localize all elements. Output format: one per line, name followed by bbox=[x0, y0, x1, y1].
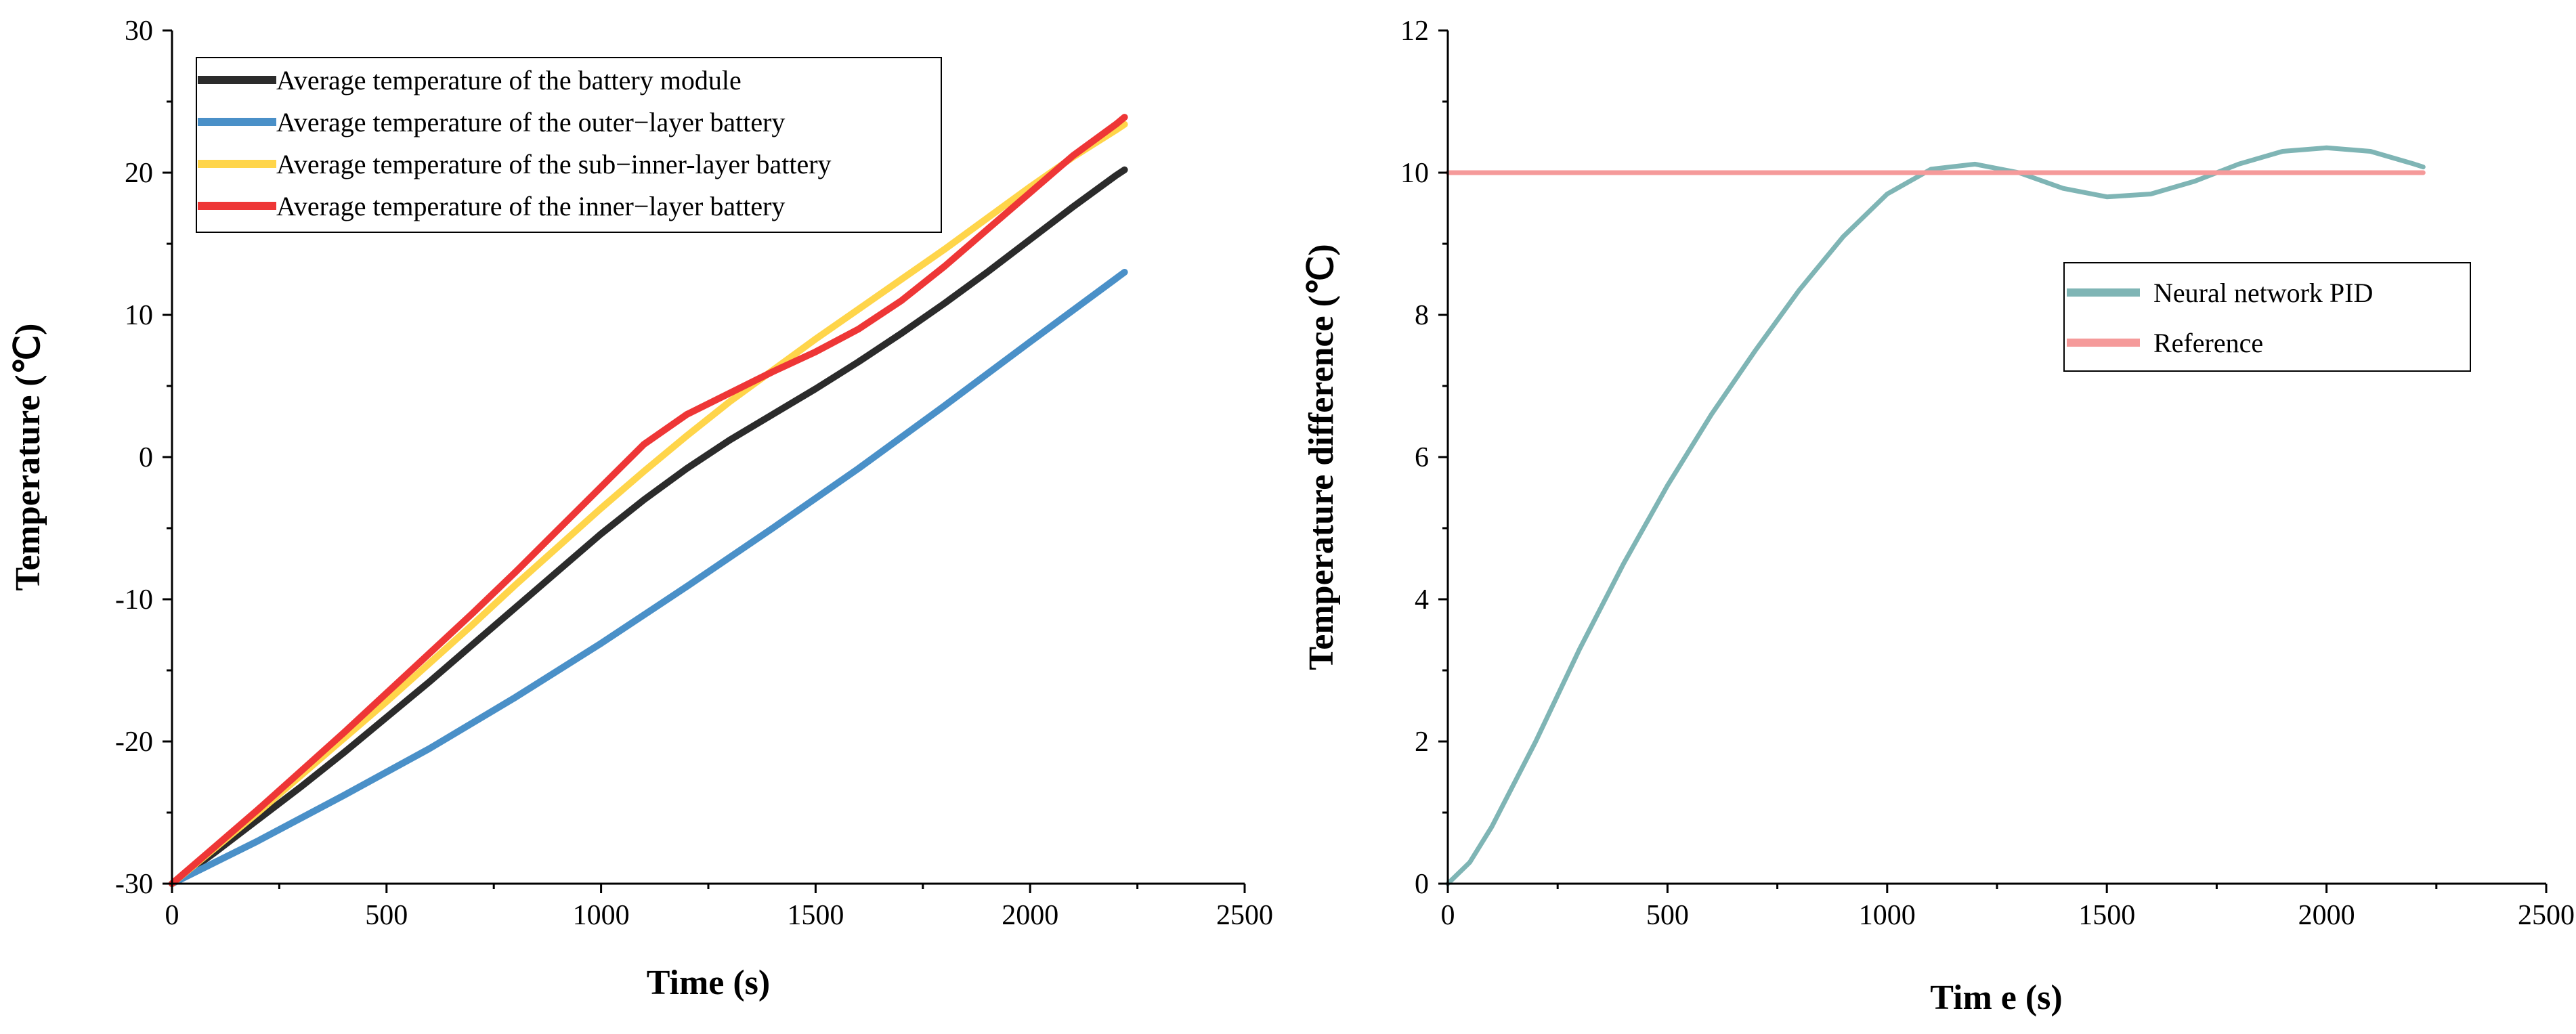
left-legend-label-battery-module: Average temperature of the battery modul… bbox=[276, 65, 742, 95]
y-tick-label: -30 bbox=[115, 869, 153, 900]
y-tick-label: -10 bbox=[115, 584, 153, 616]
x-tick-label: 2000 bbox=[1002, 900, 1058, 931]
left-legend-label-outer-layer: Average temperature of the outer−layer b… bbox=[276, 107, 785, 137]
x-tick-label: 1000 bbox=[573, 900, 630, 931]
left-legend-box bbox=[196, 57, 942, 233]
y-tick-label: -20 bbox=[115, 727, 153, 758]
left-x-ticks: 0 500 1000 1500 2000 2500 bbox=[165, 884, 1273, 931]
x-tick-label: 2500 bbox=[1216, 900, 1273, 931]
y-tick-label: 8 bbox=[1415, 300, 1429, 331]
y-tick-label: 20 bbox=[125, 158, 153, 189]
left-y-ticks: -30 -20 -10 0 10 20 30 bbox=[115, 16, 172, 900]
x-tick-label: 500 bbox=[365, 900, 408, 931]
right-y-ticks: 0 2 4 6 8 10 12 bbox=[1400, 16, 1448, 900]
right-x-ticks: 0 500 1000 1500 2000 2500 bbox=[1441, 884, 2575, 931]
left-x-axis-title: Time (s) bbox=[647, 964, 770, 1002]
left-chart: 0 500 1000 1500 2000 2500 -30 -20 -10 0 10 20 30 Ti… bbox=[9, 16, 1273, 1002]
y-tick-label: 2 bbox=[1415, 727, 1429, 758]
left-series-line-3 bbox=[169, 114, 1128, 887]
x-tick-label: 2000 bbox=[2298, 900, 2355, 931]
x-tick-label: 0 bbox=[1441, 900, 1455, 931]
x-tick-label: 500 bbox=[1646, 900, 1689, 931]
x-tick-label: 1000 bbox=[1859, 900, 1916, 931]
x-tick-label: 0 bbox=[165, 900, 179, 931]
x-tick-label: 1500 bbox=[787, 900, 844, 931]
y-tick-label: 6 bbox=[1415, 442, 1429, 473]
y-tick-label: 10 bbox=[125, 300, 153, 331]
right-series-line-0 bbox=[1445, 145, 2426, 886]
right-x-axis-title: Tim e (s) bbox=[1930, 978, 2062, 1017]
left-legend-label-inner-layer: Average temperature of the inner−layer b… bbox=[276, 191, 785, 221]
left-series-line-2 bbox=[169, 121, 1128, 887]
left-series-line-0 bbox=[169, 166, 1128, 887]
left-legend-label-sub-inner-layer: Average temperature of the sub−inner-lay… bbox=[276, 149, 832, 179]
left-legend: Average temperature of the battery modul… bbox=[196, 57, 942, 233]
right-y-axis-title: Temperature difference (℃) bbox=[1302, 244, 1341, 670]
right-chart: 0 500 1000 1500 2000 2500 0 2 4 6 8 10 12 Tim e (s)… bbox=[1302, 16, 2575, 1017]
left-series-line-1 bbox=[169, 269, 1128, 887]
right-legend-label-reference: Reference bbox=[2153, 328, 2263, 358]
right-legend: Neural network PID Reference bbox=[2063, 262, 2471, 372]
right-plot-area bbox=[1445, 145, 2426, 886]
left-y-axis-title: Temperature (℃) bbox=[9, 324, 47, 591]
x-tick-label: 1500 bbox=[2078, 900, 2135, 931]
y-tick-label: 4 bbox=[1415, 584, 1429, 616]
x-tick-label: 2500 bbox=[2518, 900, 2575, 931]
right-legend-label-nn-pid: Neural network PID bbox=[2153, 278, 2373, 308]
left-plot-area bbox=[169, 114, 1128, 887]
y-tick-label: 0 bbox=[1415, 869, 1429, 900]
y-tick-label: 30 bbox=[125, 16, 153, 47]
y-tick-label: 12 bbox=[1400, 16, 1429, 47]
y-tick-label: 0 bbox=[139, 442, 153, 473]
right-legend-box bbox=[2063, 262, 2471, 372]
y-tick-label: 10 bbox=[1400, 158, 1429, 189]
